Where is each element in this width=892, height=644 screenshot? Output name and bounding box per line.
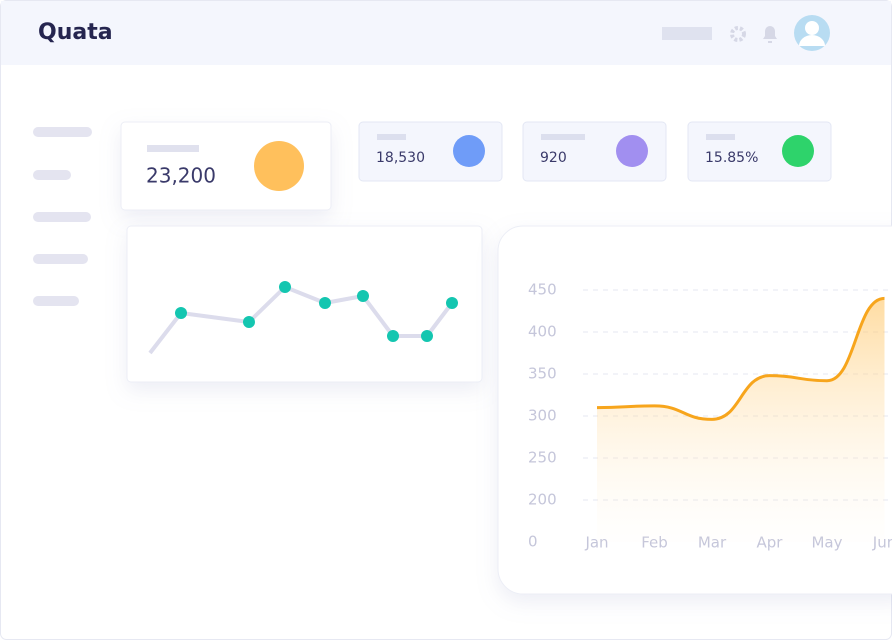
nav-item[interactable] [33,212,91,222]
sparkline-point [357,290,369,302]
sparkline-point [175,307,187,319]
settings-icon[interactable] [730,26,746,42]
sparkline-point [446,297,458,309]
sparkline-card [126,225,483,383]
avatar-head [805,21,819,35]
nav-item[interactable] [33,296,79,306]
stat-icon [616,135,648,167]
y-tick-label: 200 [528,491,557,509]
sparkline-point [387,330,399,342]
nav-item[interactable] [33,170,71,180]
stat-placeholder [541,134,585,140]
stat-value: 15.85% [705,150,758,166]
search-placeholder [662,27,712,40]
sidebar [33,127,92,306]
sparkline-point [319,297,331,309]
y-tick-label: 400 [528,323,557,341]
y-tick-label: 0 [528,533,538,551]
stat-icon [453,135,485,167]
y-tick-label: 450 [528,281,557,299]
stat-icon [782,135,814,167]
stat-placeholder [706,134,735,140]
stat-value: 18,530 [376,150,425,166]
stat-placeholder [147,145,199,152]
notifications-icon[interactable] [763,26,777,43]
sparkline [148,281,458,355]
avatar-body [799,35,825,46]
header [1,1,891,65]
nav-item[interactable] [33,127,92,137]
area-fill [597,298,885,542]
sparkline-point [243,316,255,328]
stat-value: 920 [540,150,567,166]
sparkline-point [279,281,291,293]
brand: Quata [38,20,113,45]
stat-icon [254,141,304,191]
y-tick-label: 350 [528,365,557,383]
y-tick-label: 250 [528,449,557,467]
stat-value: 23,200 [146,164,216,188]
y-tick-label: 300 [528,407,557,425]
sparkline-point [421,330,433,342]
nav-item[interactable] [33,254,88,264]
stat-placeholder [377,134,406,140]
area-line [596,296,885,421]
